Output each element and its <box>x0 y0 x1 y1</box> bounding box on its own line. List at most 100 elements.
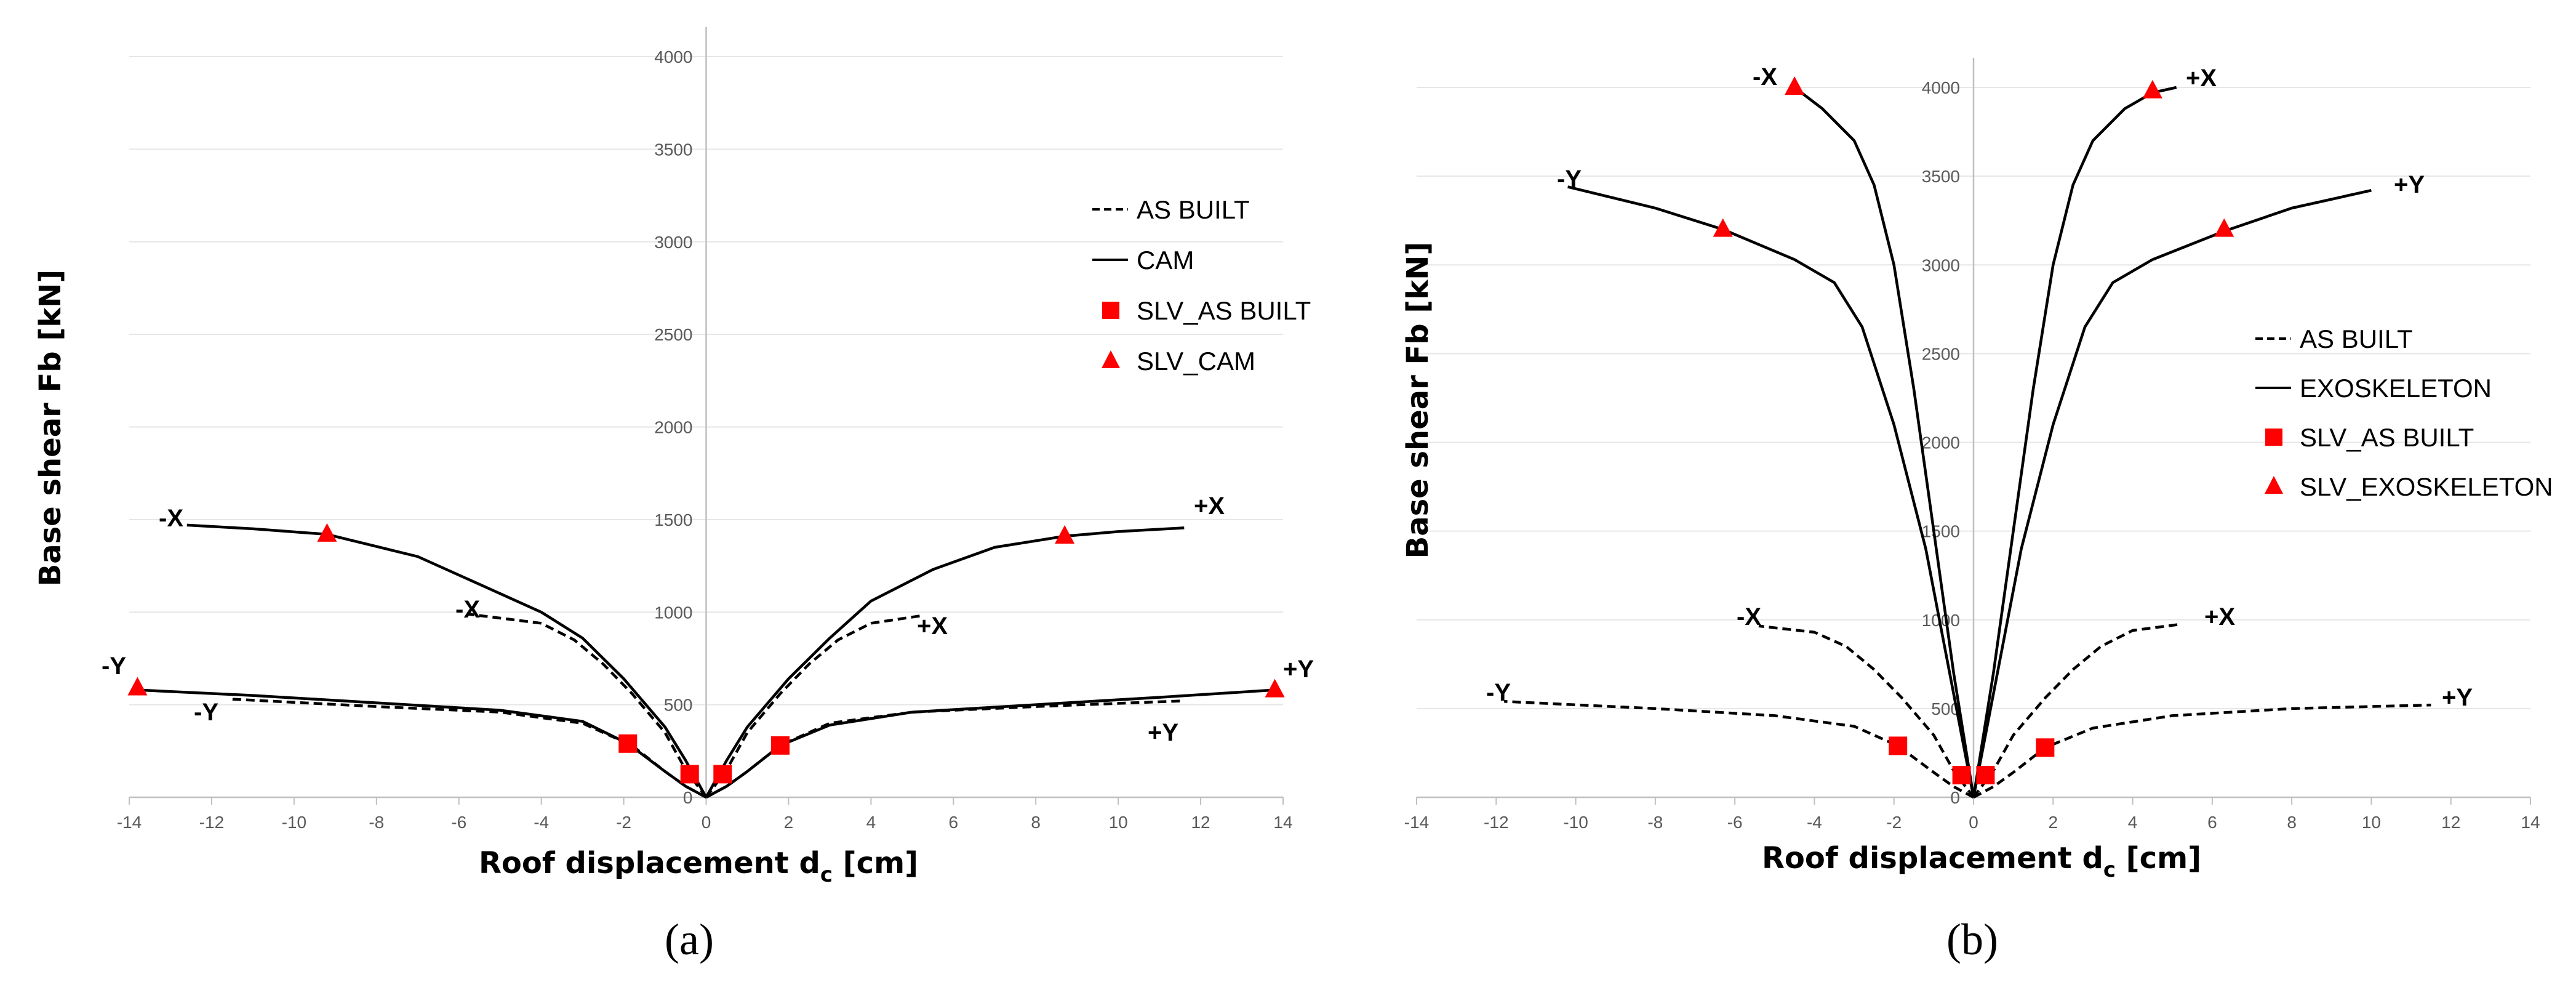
y-tick-label: 2000 <box>1922 433 1960 453</box>
legend-label: SLV_CAM <box>1137 347 1255 376</box>
caption-a: (a) <box>665 915 714 964</box>
slv-triangle-marker <box>2142 79 2162 99</box>
y-tick-label: 0 <box>1950 788 1960 807</box>
x-tick-label: -12 <box>1484 813 1508 832</box>
x-tick-label: -6 <box>451 813 466 832</box>
series-line-as-built-y <box>1504 700 1975 799</box>
y-tick-label: 2500 <box>654 325 692 344</box>
slv-square-marker <box>1976 765 1995 784</box>
legend-label: EXOSKELETON <box>2300 374 2492 403</box>
series-line-cam-x <box>705 526 1185 799</box>
series-line-cam-y <box>705 688 1275 799</box>
curve-label: -X <box>159 505 183 532</box>
x-tick-label: 14 <box>1273 813 1292 832</box>
curve-label: -X <box>455 596 480 623</box>
legend-label: AS BUILT <box>1137 195 1250 224</box>
x-tick-label: -8 <box>369 813 384 832</box>
slv-triangle-marker <box>127 677 148 696</box>
x-tick-label: -12 <box>199 813 224 832</box>
slv-triangle-marker <box>1265 678 1285 698</box>
chart-panel-a: -14 -12 -10 -8 -6 -4 -2 0 2 4 6 8 10 12 14 0 500 1000 1500… <box>33 27 1314 887</box>
x-tick-label: 6 <box>2207 813 2217 832</box>
y-tick-label: 2500 <box>1922 344 1960 363</box>
curve-label: -Y <box>102 653 126 680</box>
slv-triangle-marker <box>2214 218 2234 237</box>
x-tick-label: 4 <box>2128 813 2138 832</box>
slv-triangle-marker <box>1785 76 1805 95</box>
x-tick-label: 12 <box>2441 813 2460 832</box>
series-line-as-built-x <box>1972 622 2181 799</box>
y-tick-label: 3000 <box>1922 256 1960 275</box>
y-tick-label: 500 <box>664 696 693 715</box>
slv-square-marker <box>2036 738 2055 757</box>
series-line-exoskeleton-y <box>1567 185 1975 798</box>
legend: AS BUILT CAM SLV_AS BUILT SLV_CAM <box>1092 195 1311 376</box>
slv-square-marker <box>680 765 699 784</box>
legend-label: CAM <box>1137 246 1194 275</box>
slv-square-marker <box>618 734 638 753</box>
slv-triangle-marker <box>317 523 337 542</box>
x-tick-label: 10 <box>1109 813 1128 832</box>
x-tick-label: -14 <box>117 813 142 832</box>
legend-symbol-triangle <box>1102 350 1120 368</box>
series-line-cam-y <box>137 688 707 799</box>
legend-label: SLV_AS BUILT <box>1137 296 1311 325</box>
x-tick-label: 4 <box>866 813 876 832</box>
y-axis-label: Base shear Fb [kN] <box>1401 242 1435 559</box>
series-line-as-built-x <box>1758 624 1975 799</box>
x-tick-label: -6 <box>1727 813 1743 832</box>
curve-label: -X <box>1753 63 1777 91</box>
x-axis-label: Roof displacement dc [cm] <box>479 846 918 887</box>
curve-label: +Y <box>1148 719 1178 746</box>
y-tick-label: 3500 <box>654 140 692 159</box>
slv-square-marker <box>1889 736 1908 755</box>
y-tick-label: 1500 <box>1922 522 1960 541</box>
x-tick-label: 2 <box>784 813 794 832</box>
series-line-exoskeleton-x <box>1972 86 2177 798</box>
curve-label: -Y <box>194 699 218 726</box>
x-tick-label: -2 <box>1886 813 1902 832</box>
x-tick-label: 2 <box>2048 813 2058 832</box>
curve-label: +X <box>1194 493 1225 520</box>
x-tick-label: 0 <box>702 813 711 832</box>
y-tick-label: 2000 <box>654 418 692 437</box>
y-tick-label: 0 <box>683 788 693 807</box>
x-tick-label: 8 <box>2287 813 2297 832</box>
y-tick-label: 1500 <box>654 510 692 529</box>
series-line-exoskeleton-y <box>1972 189 2372 798</box>
x-tick-label: 14 <box>2521 813 2540 832</box>
legend-symbol-triangle <box>2265 476 2283 494</box>
curve-label: +X <box>917 613 948 640</box>
curve-label: -Y <box>1486 679 1511 706</box>
curve-label: +X <box>2204 603 2235 630</box>
x-tick-label: -4 <box>1807 813 1822 832</box>
legend-label: SLV_EXOSKELETON <box>2300 472 2553 501</box>
curve-label: +Y <box>2442 684 2473 711</box>
x-tick-label: 6 <box>948 813 958 832</box>
slv-square-marker <box>771 736 790 755</box>
x-tick-label: 0 <box>1969 813 1978 832</box>
curve-label: -X <box>1737 603 1761 630</box>
series-line-as-built-x <box>705 614 921 799</box>
slv-triangle-marker <box>1713 218 1733 237</box>
y-tick-label: 1000 <box>654 603 692 622</box>
y-tick-label: 3000 <box>654 233 692 252</box>
x-axis-label: Roof displacement dc [cm] <box>1762 841 2201 882</box>
slv-square-marker <box>713 765 732 784</box>
chart-panel-b: -14 -12 -10 -8 -6 -4 -2 0 2 4 6 8 10 12 14050010001500… <box>1401 58 2553 882</box>
legend-symbol-square <box>1102 302 1119 319</box>
series-line-exoskeleton-x <box>1793 86 1975 798</box>
x-tick-label: -10 <box>282 813 306 832</box>
y-tick-label: 3500 <box>1922 167 1960 186</box>
x-tick-label: -14 <box>1404 813 1429 832</box>
x-tick-label: 12 <box>1191 813 1210 832</box>
x-tick-label: -8 <box>1647 813 1663 832</box>
series-line-cam-x <box>186 523 708 799</box>
legend-label: AS BUILT <box>2300 324 2413 353</box>
y-tick-label: 4000 <box>654 47 692 66</box>
legend-symbol-square <box>2265 429 2282 446</box>
x-tick-label: -4 <box>534 813 549 832</box>
legend-label: SLV_AS BUILT <box>2300 423 2474 452</box>
series-line-as-built-y <box>1972 703 2431 799</box>
